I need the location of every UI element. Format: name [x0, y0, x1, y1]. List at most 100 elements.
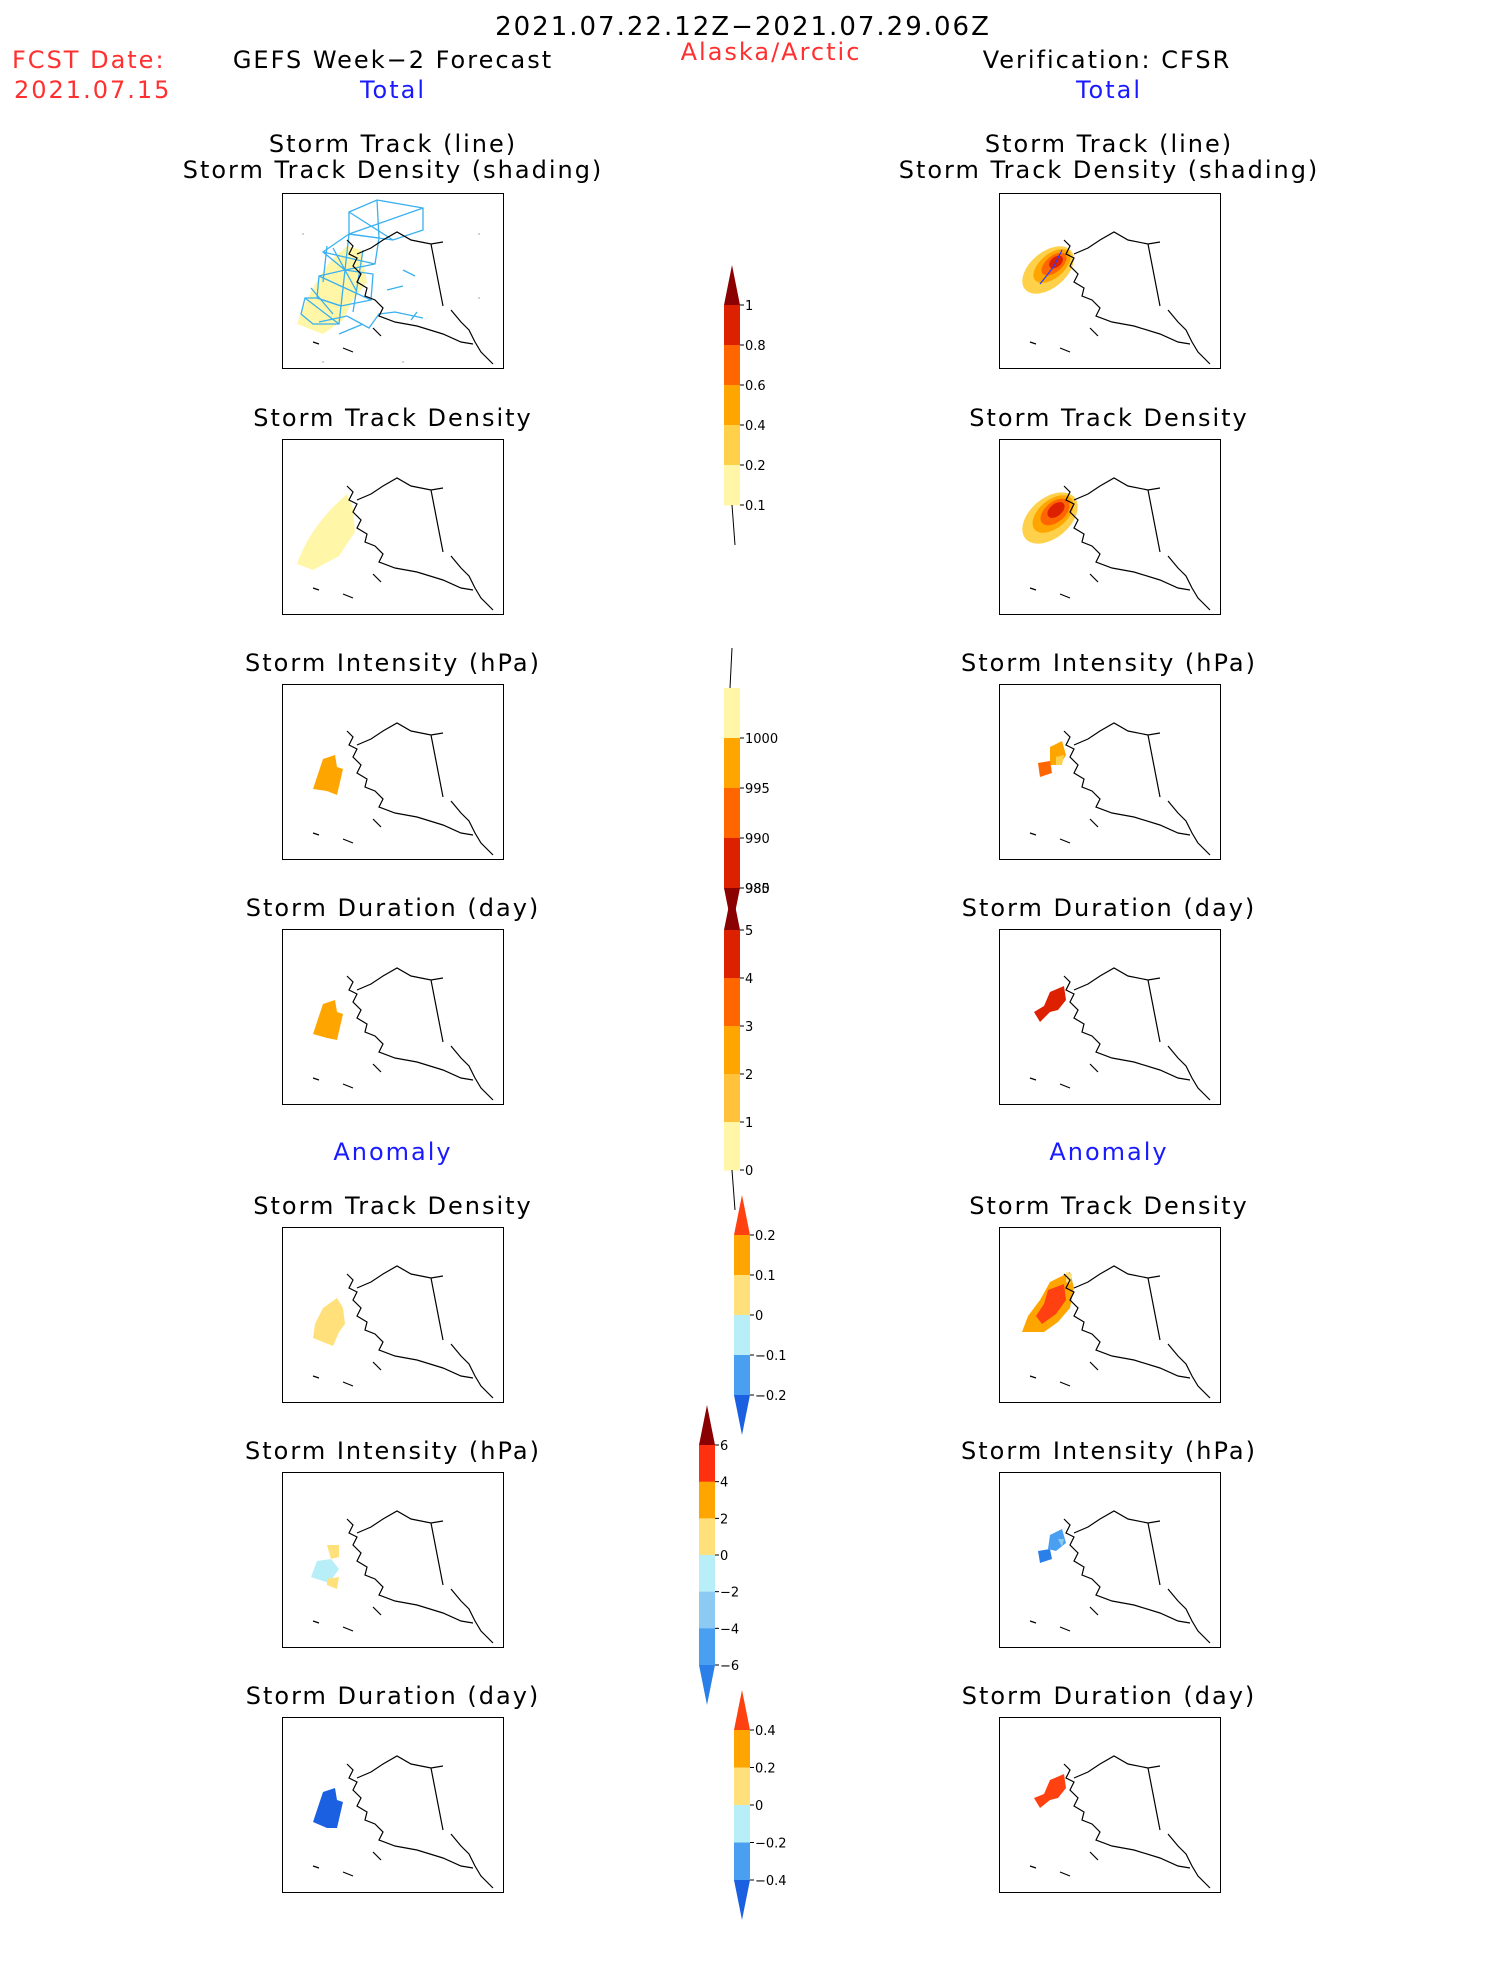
duration_anom-swatch [734, 1805, 750, 1843]
map-right-anom-density [999, 1227, 1221, 1403]
duration_total-tick-label: 2 [745, 1068, 753, 1083]
duration_anom-tick-label: 0.4 [755, 1724, 776, 1739]
intensity_anom-swatch [699, 1518, 715, 1556]
duration_anom-top-arrow [734, 1690, 750, 1730]
left-track-title-2: Storm Track Density (shading) [182, 156, 604, 184]
density_total-swatch [724, 305, 740, 346]
left-model-title: GEFS Week−2 Forecast [232, 46, 554, 74]
duration_total-swatch [724, 1122, 740, 1171]
intensity_anom-tick-label: −6 [720, 1659, 739, 1674]
right-density-title: Storm Track Density [969, 404, 1249, 432]
colorbar-intensity-anom: 6 4 2 0 −2 −4 −6 [699, 1405, 779, 1749]
map-left-duration [282, 929, 504, 1105]
density_anom-svg: 0.2 0.1 0 −0.1 −0.2 [734, 1195, 787, 1435]
intensity_anom-tick-label: −4 [720, 1622, 739, 1637]
density_total-svg: 1 0.8 0.6 0.4 0.2 0.1 [724, 265, 766, 546]
map-left-intensity [282, 684, 504, 860]
map-left-anom-duration [282, 1717, 504, 1893]
right-anom-duration-title: Storm Duration (day) [961, 1682, 1257, 1710]
duration_anom-tick-label: 0 [755, 1799, 763, 1814]
fcst-date: 2021.07.15 [14, 76, 172, 104]
map-left-density-svg [297, 477, 494, 611]
map-left-track [282, 193, 504, 369]
map-left-density [282, 439, 504, 615]
map-left-anom-duration-svg [312, 1755, 494, 1889]
map-right-duration-svg [1029, 967, 1211, 1101]
density_total-swatch [724, 385, 740, 426]
density_total-swatch [724, 425, 740, 466]
right-anomaly-label: Anomaly [1049, 1138, 1169, 1166]
intensity_total-swatch [724, 838, 740, 889]
density_total-bottom-line [731, 504, 736, 546]
intensity_anom-svg: 6 4 2 0 −2 −4 −6 [699, 1405, 739, 1705]
map-right-anom-duration-svg [1029, 1755, 1211, 1889]
duration_total-tick-label: 1 [745, 1116, 753, 1131]
intensity_anom-tick-label: 4 [720, 1476, 728, 1491]
duration_total-swatch [724, 978, 740, 1027]
intensity_anom-swatch [699, 1555, 715, 1593]
intensity_anom-tick-label: 6 [720, 1439, 728, 1454]
density_total-tick-label: 0.8 [745, 339, 766, 354]
left-anom-density-title: Storm Track Density [253, 1192, 533, 1220]
right-total-label: Total [1075, 76, 1143, 104]
density_total-swatch [724, 345, 740, 386]
colorbar-density-total: 1 0.8 0.6 0.4 0.2 0.1 [724, 265, 804, 549]
map-left-intensity-svg [312, 722, 494, 856]
intensity_anom-tick-label: −2 [720, 1586, 739, 1601]
period-title: 2021.07.22.12Z−2021.07.29.06Z [495, 12, 991, 42]
density_anom-swatch [734, 1235, 750, 1276]
map-left-track-svg [297, 199, 494, 365]
density_total-tick-label: 1 [745, 299, 753, 314]
right-anom-intensity-title: Storm Intensity (hPa) [961, 1437, 1257, 1465]
density_total-top-arrow [724, 265, 740, 305]
density_anom-tick-label: 0 [755, 1309, 763, 1324]
density_total-swatch [724, 465, 740, 506]
duration_total-tick-label: 5 [745, 924, 753, 939]
density_anom-swatch [734, 1315, 750, 1356]
intensity_total-tick-label: 995 [745, 782, 770, 797]
right-track-title-2: Storm Track Density (shading) [898, 156, 1320, 184]
map-right-density [999, 439, 1221, 615]
duration_anom-tick-label: −0.2 [755, 1837, 787, 1852]
right-track-title-1: Storm Track (line) [984, 130, 1234, 158]
intensity_total-swatch [724, 788, 740, 839]
density_total-tick-label: 0.1 [745, 499, 766, 514]
map-left-duration-svg [312, 967, 494, 1101]
intensity_anom-bottom-arrow [699, 1665, 715, 1705]
duration_anom-swatch [734, 1842, 750, 1881]
density_anom-tick-label: 0.1 [755, 1269, 776, 1284]
map-right-anom-intensity [999, 1472, 1221, 1648]
left-anom-intensity-title: Storm Intensity (hPa) [245, 1437, 541, 1465]
duration_total-top-arrow [724, 890, 740, 930]
intensity_total-tick-label: 1000 [745, 732, 778, 747]
duration_anom-tick-label: 0.2 [755, 1762, 776, 1777]
right-anom-density-title: Storm Track Density [969, 1192, 1249, 1220]
map-right-intensity-svg [1029, 722, 1211, 856]
intensity_anom-tick-label: 0 [720, 1549, 728, 1564]
colorbar-intensity-total: 1000 995 990 985 980 [724, 647, 804, 932]
density_anom-tick-label: −0.1 [755, 1349, 787, 1364]
intensity_anom-swatch [699, 1445, 715, 1483]
map-left-anom-intensity [282, 1472, 504, 1648]
map-left-anom-density [282, 1227, 504, 1403]
map-right-anom-duration [999, 1717, 1221, 1893]
right-intensity-title: Storm Intensity (hPa) [961, 649, 1257, 677]
density_total-tick-label: 0.6 [745, 379, 766, 394]
duration_anom-tick-label: −0.4 [755, 1874, 787, 1889]
right-duration-title: Storm Duration (day) [961, 894, 1257, 922]
map-right-anom-density-svg [1022, 1265, 1211, 1399]
density_total-tick-label: 0.2 [745, 459, 766, 474]
region-title: Alaska/Arctic [680, 38, 862, 66]
intensity_anom-swatch [699, 1628, 715, 1666]
density_anom-top-arrow [734, 1195, 750, 1235]
intensity_total-swatch [724, 688, 740, 739]
duration_total-swatch [724, 1026, 740, 1075]
density_anom-bottom-arrow [734, 1395, 750, 1435]
map-right-track [999, 193, 1221, 369]
intensity_total-tick-label: 980 [745, 882, 770, 897]
duration_total-bottom-line [731, 1169, 736, 1211]
intensity_anom-swatch [699, 1481, 715, 1519]
colorbar-duration-anom: 0.4 0.2 0 −0.2 −0.4 [734, 1690, 814, 1964]
duration_total-swatch [724, 930, 740, 979]
